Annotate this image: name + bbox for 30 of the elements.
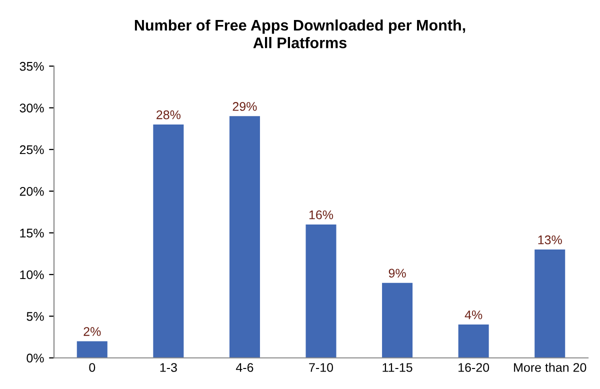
data-label: 29% [232,102,257,111]
bar [382,282,413,358]
data-label: 28% [156,110,180,120]
y-tick-label: 15% [20,228,44,238]
x-tick-label: 11-15 [382,363,412,372]
y-tick-label: 0% [26,354,44,363]
x-tick-label: 16-20 [458,363,490,372]
y-tick-label: 30% [20,104,44,112]
x-tick-label: 7-10 [309,363,334,372]
data-label: 2% [84,327,101,336]
data-label: 13% [538,235,562,244]
x-tick-label: 1-3 [160,363,177,372]
data-label: 4% [464,310,482,320]
x-tick-label: 4-6 [236,363,254,372]
y-tick-label: 35% [20,62,44,71]
bar [153,124,184,358]
y-tick-label: 10% [20,270,44,280]
bar [534,250,566,358]
x-tick-label: More than 20 [514,362,586,372]
x-tick-label: 0 [89,363,96,372]
bar [458,324,489,358]
bar [76,341,108,358]
chart-title: Number of Free Apps Downloaded per Month, All Platforms [134,19,466,48]
y-tick-label: 25% [20,145,44,154]
data-label: 9% [388,268,406,278]
data-label: 16% [309,210,334,220]
bar [306,224,336,358]
bar [229,116,260,358]
y-tick-label: 20% [20,186,44,196]
y-tick-label: 5% [26,312,44,321]
